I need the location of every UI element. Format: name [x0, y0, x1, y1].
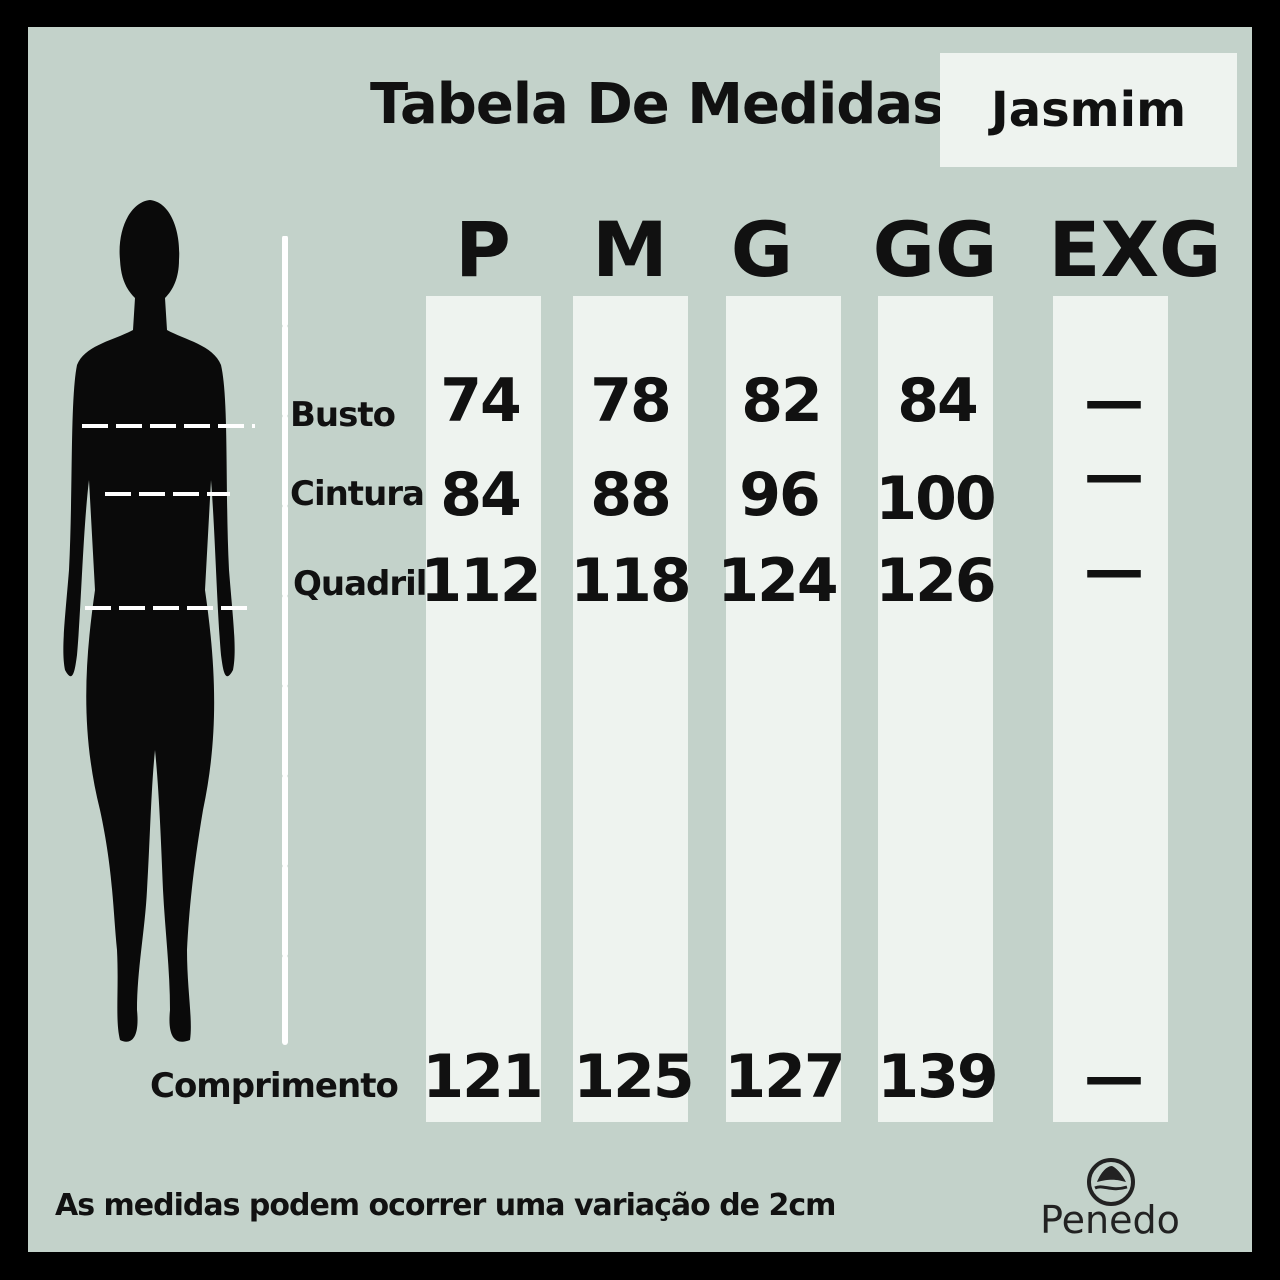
size-header-gg: GG — [872, 205, 998, 294]
footer-note: As medidas podem ocorrer uma variação de… — [55, 1188, 836, 1223]
value-quadril-exg: — — [1084, 535, 1144, 605]
chart-title: Tabela De Medidas — [370, 72, 945, 137]
column-m — [573, 296, 688, 1122]
column-p — [426, 296, 541, 1122]
value-quadril-p: 112 — [420, 546, 541, 616]
value-comprimento-exg: — — [1084, 1042, 1144, 1112]
value-quadril-m: 118 — [570, 546, 691, 616]
value-busto-gg: 84 — [897, 366, 979, 436]
value-comprimento-gg: 139 — [877, 1042, 998, 1112]
value-comprimento-g: 127 — [724, 1042, 845, 1112]
value-cintura-g: 96 — [739, 460, 821, 530]
row-label-comprimento: Comprimento — [150, 1066, 399, 1106]
model-name: Jasmim — [990, 82, 1187, 138]
row-label-cintura: Cintura — [290, 474, 425, 514]
size-header-exg: EXG — [1048, 205, 1222, 294]
model-name-box: Jasmim — [940, 53, 1237, 167]
value-busto-g: 82 — [741, 366, 823, 436]
measurement-guides — [82, 424, 255, 610]
value-cintura-gg: 100 — [875, 464, 996, 534]
value-quadril-g: 124 — [717, 546, 838, 616]
value-cintura-m: 88 — [590, 460, 672, 530]
row-label-busto: Busto — [290, 395, 396, 435]
brand-name: Penedo — [1040, 1198, 1180, 1242]
penedo-logo-icon — [1087, 1158, 1135, 1206]
value-busto-exg: — — [1084, 366, 1144, 436]
value-quadril-gg: 126 — [875, 546, 996, 616]
column-exg — [1053, 296, 1168, 1122]
size-header-g: G — [730, 205, 794, 294]
value-cintura-exg: — — [1084, 440, 1144, 510]
value-comprimento-p: 121 — [422, 1042, 543, 1112]
column-gg — [878, 296, 993, 1122]
row-label-quadril: Quadril — [293, 564, 427, 604]
value-cintura-p: 84 — [440, 460, 522, 530]
body-silhouette-icon — [63, 200, 235, 1042]
column-g — [726, 296, 841, 1122]
height-ruler — [282, 236, 288, 1045]
value-busto-p: 74 — [440, 366, 522, 436]
value-comprimento-m: 125 — [573, 1042, 694, 1112]
value-busto-m: 78 — [590, 366, 672, 436]
size-header-m: M — [592, 205, 668, 294]
size-header-p: P — [455, 205, 511, 294]
